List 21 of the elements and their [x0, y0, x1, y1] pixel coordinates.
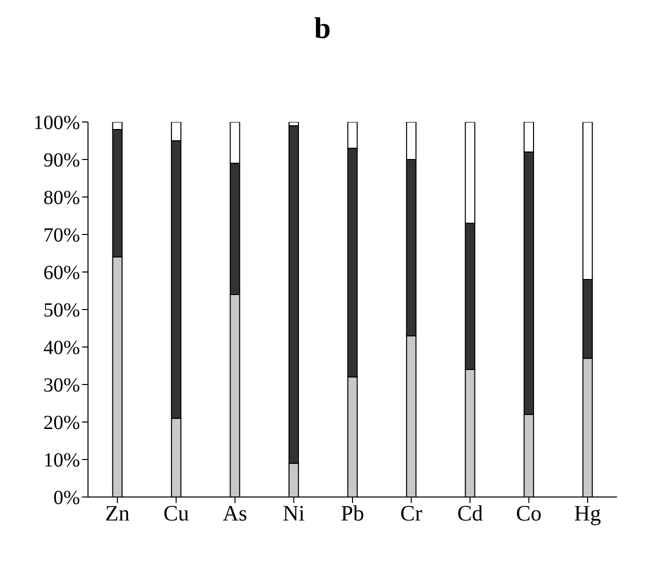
y-tick-label: 10%: [43, 450, 80, 472]
x-tick-label: Ni: [282, 500, 305, 526]
x-tick-label: Pb: [340, 500, 364, 526]
y-tick-label: 40%: [43, 337, 80, 360]
y-tick-label: 90%: [43, 150, 80, 172]
y-tick-label: 100%: [33, 112, 80, 134]
y-tick-label: 80%: [43, 187, 80, 210]
x-tick-label: Zn: [105, 500, 130, 526]
y-tick-label: 0%: [53, 487, 80, 510]
x-tick-label: Co: [516, 500, 542, 526]
x-tick-label: Cd: [457, 500, 483, 526]
x-tick-label: Hg: [574, 500, 602, 526]
x-tick-label: Cr: [400, 500, 423, 526]
y-tick-label: 50%: [43, 300, 80, 322]
y-tick-label: 30%: [43, 374, 80, 397]
chart-title: b: [313, 11, 332, 47]
y-tick-label: 70%: [43, 224, 80, 247]
y-tick-label: 60%: [43, 262, 80, 284]
x-tick-label: As: [222, 500, 248, 526]
x-tick-label: Cu: [163, 500, 190, 526]
y-tick-label: 20%: [43, 412, 80, 434]
